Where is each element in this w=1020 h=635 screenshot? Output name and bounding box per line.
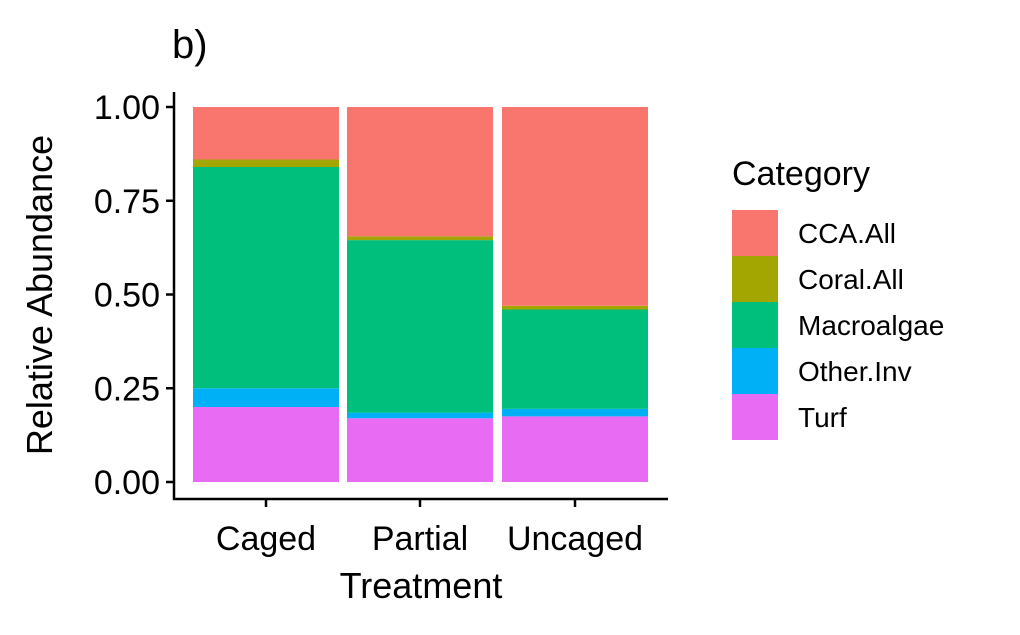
legend-swatch-other-inv: [732, 348, 778, 394]
x-tick-label-caged: Caged: [216, 520, 316, 558]
bar-caged-other-inv: [193, 388, 339, 407]
y-tick-label: 0.75: [94, 183, 160, 221]
bar-uncaged-turf: [502, 416, 648, 482]
legend-swatch-cca-all: [732, 210, 778, 256]
legend-label-turf: Turf: [798, 402, 847, 433]
bar-caged-turf: [193, 407, 339, 482]
bar-partial-cca-all: [347, 107, 493, 237]
bars-layer: [193, 107, 648, 482]
legend-label-other-inv: Other.Inv: [798, 356, 912, 387]
legend-label-macroalgae: Macroalgae: [798, 310, 944, 341]
bar-partial-turf: [347, 418, 493, 482]
legend-swatch-turf: [732, 394, 778, 440]
y-axis-title: Relative Abundance: [19, 135, 60, 455]
x-tick-label-uncaged: Uncaged: [507, 520, 643, 558]
chart-title: b): [172, 23, 208, 67]
bar-partial-other-inv: [347, 412, 493, 419]
legend-swatch-coral-all: [732, 256, 778, 302]
x-axis-title: Treatment: [340, 565, 503, 606]
bar-uncaged-other-inv: [502, 408, 648, 417]
bar-caged-coral-all: [193, 159, 339, 167]
bar-caged-cca-all: [193, 107, 339, 160]
bar-uncaged-cca-all: [502, 107, 648, 306]
y-tick-label: 0.25: [94, 370, 160, 408]
bar-uncaged-coral-all: [502, 305, 648, 310]
legend-swatch-macroalgae: [732, 302, 778, 348]
legend-label-coral-all: Coral.All: [798, 264, 904, 295]
bar-partial-macroalgae: [347, 240, 493, 413]
bar-partial-coral-all: [347, 236, 493, 241]
y-tick-label: 0.00: [94, 464, 160, 502]
legend-title: Category: [732, 155, 870, 193]
legend-label-cca-all: CCA.All: [798, 218, 896, 249]
y-tick-label: 1.00: [94, 89, 160, 127]
bar-uncaged-macroalgae: [502, 309, 648, 409]
y-tick-label: 0.50: [94, 277, 160, 315]
x-tick-label-partial: Partial: [372, 520, 468, 558]
legend: Category CCA.All Coral.All Macroalgae Other…: [732, 155, 944, 440]
bar-caged-macroalgae: [193, 167, 339, 389]
axes-layer: 0.00 0.25 0.50 0.75 1.00 Caged Partial Uncaged: [94, 89, 668, 558]
